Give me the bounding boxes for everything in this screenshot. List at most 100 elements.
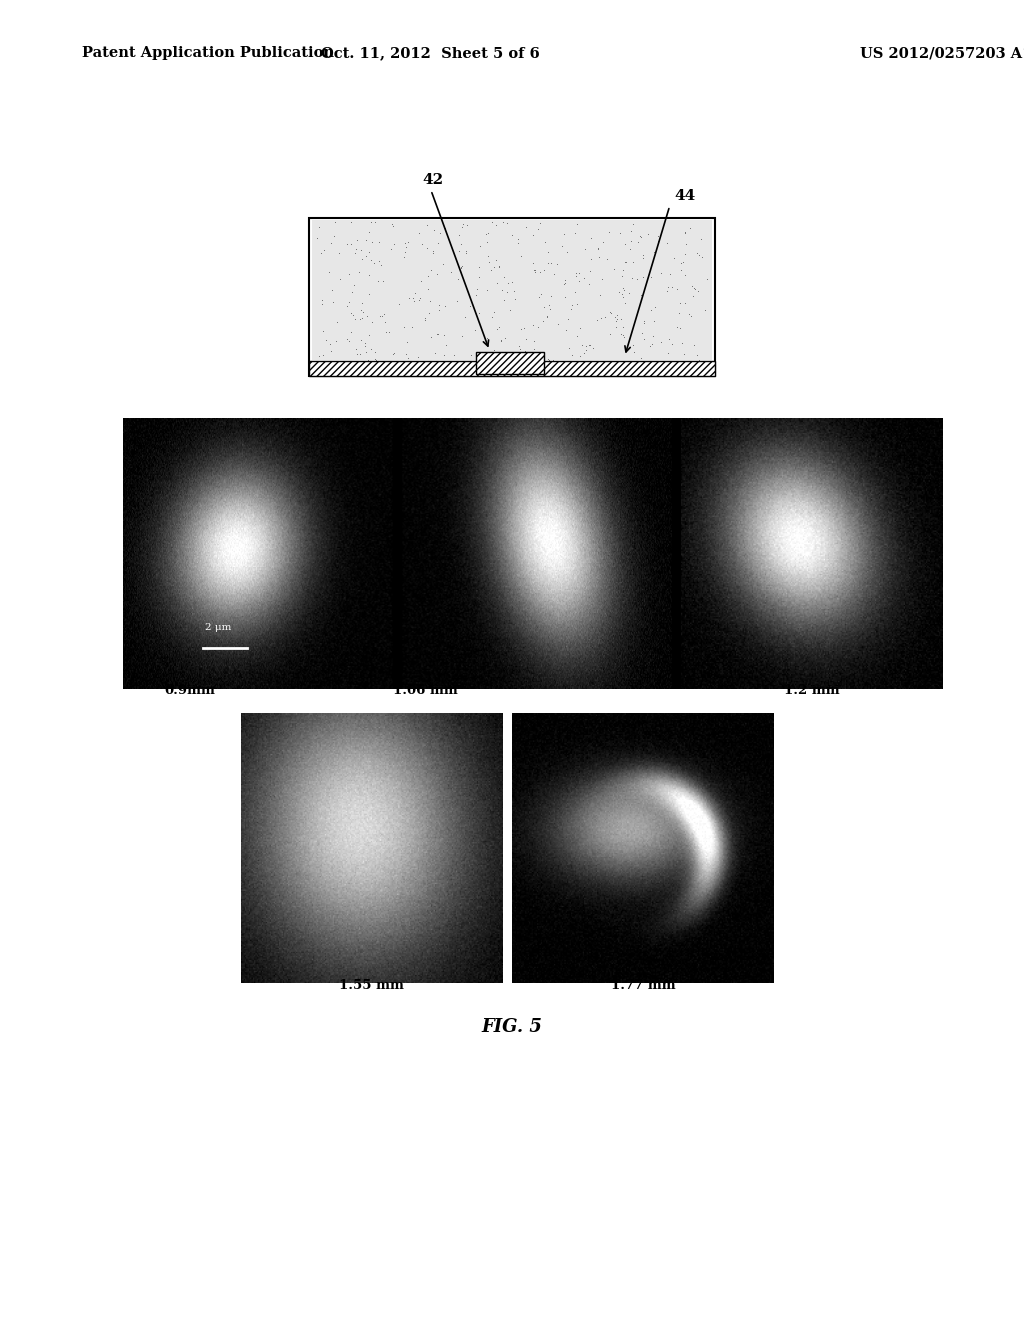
Point bbox=[371, 251, 387, 272]
Point bbox=[649, 226, 666, 247]
Point bbox=[423, 327, 439, 348]
Point bbox=[454, 216, 470, 238]
Point bbox=[683, 275, 699, 296]
Point bbox=[513, 246, 529, 267]
Point bbox=[659, 232, 676, 253]
Point bbox=[467, 319, 483, 341]
Point bbox=[449, 290, 465, 312]
Point bbox=[308, 227, 325, 248]
Point bbox=[525, 253, 542, 275]
Point bbox=[354, 308, 371, 329]
Point bbox=[529, 317, 546, 338]
Point bbox=[615, 286, 632, 308]
Point bbox=[471, 302, 487, 323]
Point bbox=[412, 288, 428, 309]
Point bbox=[463, 345, 479, 366]
Point bbox=[635, 244, 651, 265]
Text: US 2012/0257203 A1: US 2012/0257203 A1 bbox=[860, 46, 1024, 61]
Point bbox=[446, 345, 463, 366]
Point bbox=[365, 231, 381, 252]
Point bbox=[582, 260, 598, 281]
Point bbox=[327, 211, 343, 232]
Point bbox=[435, 325, 452, 346]
Point bbox=[462, 296, 478, 317]
Point bbox=[689, 345, 706, 366]
Point bbox=[532, 284, 549, 305]
Point bbox=[479, 246, 496, 267]
Point bbox=[607, 310, 624, 331]
Point bbox=[687, 279, 703, 300]
Point bbox=[690, 280, 707, 301]
Point bbox=[344, 281, 360, 302]
Point bbox=[385, 215, 401, 236]
Point bbox=[458, 243, 474, 264]
Point bbox=[450, 268, 466, 289]
Point bbox=[536, 312, 552, 333]
Point bbox=[611, 223, 628, 244]
Point bbox=[689, 243, 706, 264]
Point bbox=[559, 242, 575, 263]
Point bbox=[570, 271, 587, 292]
Point bbox=[354, 302, 371, 323]
FancyBboxPatch shape bbox=[476, 352, 544, 375]
Point bbox=[501, 343, 517, 364]
Point bbox=[378, 322, 394, 343]
Point bbox=[683, 306, 699, 327]
Point bbox=[343, 321, 359, 342]
Point bbox=[642, 335, 658, 356]
Point bbox=[571, 346, 588, 367]
Point bbox=[329, 312, 345, 333]
Point bbox=[327, 226, 343, 247]
Point bbox=[423, 259, 439, 280]
Point bbox=[340, 263, 356, 284]
Point bbox=[538, 231, 554, 252]
Point bbox=[399, 347, 416, 368]
Point bbox=[635, 267, 651, 288]
Point bbox=[485, 302, 502, 323]
Point bbox=[629, 268, 645, 289]
Point bbox=[578, 339, 594, 360]
Point bbox=[431, 300, 447, 321]
Point bbox=[517, 341, 534, 362]
Point bbox=[510, 232, 526, 253]
Point bbox=[338, 234, 354, 255]
Point bbox=[367, 211, 383, 232]
Point bbox=[351, 261, 368, 282]
Point bbox=[594, 268, 610, 289]
Point bbox=[425, 240, 441, 261]
Point bbox=[482, 259, 499, 280]
Point bbox=[312, 243, 329, 264]
Point bbox=[568, 263, 585, 284]
Point bbox=[436, 216, 453, 238]
Point bbox=[386, 343, 402, 364]
Point bbox=[411, 222, 427, 243]
Point bbox=[513, 318, 529, 339]
Text: 1.2 mm: 1.2 mm bbox=[784, 684, 840, 697]
Point bbox=[583, 227, 599, 248]
Point bbox=[542, 294, 558, 315]
Point bbox=[643, 267, 659, 288]
Point bbox=[525, 224, 542, 246]
Point bbox=[566, 223, 583, 244]
Point bbox=[591, 247, 607, 268]
Point bbox=[633, 227, 649, 248]
Point bbox=[674, 333, 690, 354]
Point bbox=[328, 331, 344, 352]
Point bbox=[471, 256, 487, 277]
Point bbox=[422, 290, 438, 312]
Point bbox=[557, 273, 573, 294]
Point bbox=[615, 280, 632, 301]
Point bbox=[351, 309, 368, 330]
Text: 1.55 mm: 1.55 mm bbox=[339, 978, 404, 991]
Point bbox=[414, 234, 430, 255]
Point bbox=[545, 350, 561, 371]
Point bbox=[341, 292, 357, 313]
Point bbox=[474, 346, 490, 367]
Point bbox=[395, 247, 412, 268]
Point bbox=[397, 232, 414, 253]
Point bbox=[453, 257, 469, 279]
Point bbox=[453, 234, 469, 255]
Point bbox=[536, 296, 552, 317]
Point bbox=[635, 247, 651, 268]
Point bbox=[675, 251, 691, 272]
